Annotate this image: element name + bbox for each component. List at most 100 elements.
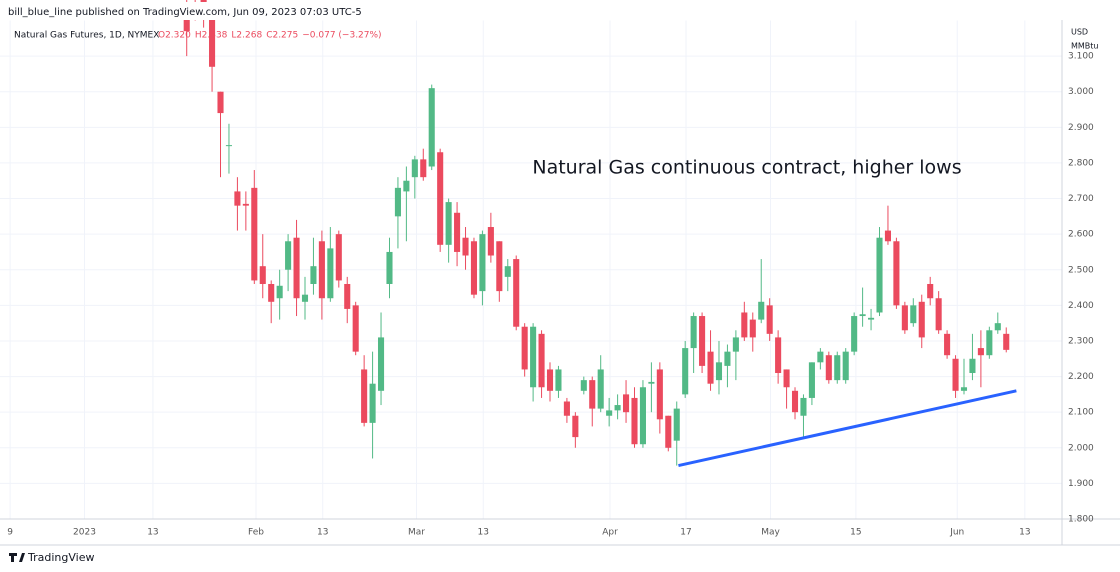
tv-logo [9, 553, 25, 562]
candle-body [969, 358, 976, 374]
x-tick-label: 13 [1019, 528, 1030, 538]
candle-body [944, 333, 951, 356]
candle-body [893, 241, 900, 306]
candle-body [783, 369, 790, 388]
candle-body [648, 381, 655, 384]
x-tick-label: 13 [147, 528, 158, 538]
y-tick-label: 2.500 [1068, 265, 1094, 275]
candle-body [521, 326, 528, 370]
candle-body [276, 285, 283, 299]
candle-body [791, 390, 799, 413]
candle-body [673, 408, 680, 441]
candle-body [420, 159, 427, 178]
candle-body [209, 13, 216, 67]
candle-body [377, 337, 385, 391]
candle-body [268, 283, 275, 302]
candle-body [386, 251, 393, 284]
candle-body [546, 369, 554, 391]
candle-body [927, 283, 934, 299]
candle-body [470, 241, 478, 295]
x-tick-label: 15 [850, 528, 861, 538]
candle-body [513, 259, 520, 327]
candle-body [935, 298, 942, 331]
candle-body [572, 415, 579, 438]
candle-body [859, 314, 866, 317]
candle-body [639, 387, 646, 445]
candle-body [580, 380, 587, 391]
candle-body [538, 333, 545, 388]
candle-body [285, 241, 292, 270]
y-tick-label: 2.800 [1068, 158, 1094, 168]
candle-body [825, 355, 832, 381]
candle-body [766, 305, 773, 334]
currency: USD [1071, 28, 1088, 37]
ohlc-value: O2.320 [158, 31, 191, 41]
candle-body [665, 415, 672, 448]
ohlc-value: L2.268 [231, 31, 262, 41]
candle-body [251, 187, 258, 281]
unit: MMBtu [1071, 42, 1099, 51]
ohlc-value: H2.338 [195, 31, 228, 41]
candle-body [901, 305, 908, 331]
y-tick-label: 3.100 [1068, 52, 1094, 62]
candle-body [352, 305, 359, 352]
candle-body [487, 227, 494, 256]
x-tick-label: 9 [7, 528, 13, 538]
y-tick-label: 1.900 [1068, 479, 1094, 489]
candle-body [293, 237, 300, 299]
candle-body [715, 362, 723, 381]
candle-body [952, 358, 959, 391]
candle-body [842, 351, 849, 381]
candle-body [327, 248, 334, 299]
y-tick-label: 3.000 [1068, 87, 1094, 97]
candle-body [876, 237, 883, 313]
header-bg [0, 2, 340, 20]
candle-body [960, 387, 968, 391]
y-tick-label: 2.700 [1068, 194, 1094, 204]
candle-body [682, 348, 689, 395]
candle-body [318, 241, 325, 299]
y-tick-label: 2.000 [1068, 443, 1094, 453]
candle-body [496, 241, 503, 292]
candle-body [403, 180, 410, 192]
candle-body [724, 351, 731, 366]
x-tick-label: 13 [478, 528, 489, 538]
candle-body [699, 316, 706, 366]
symbol-title: Natural Gas Futures, 1D, NYMEX [14, 31, 159, 41]
ohlc-value: C2.275 [266, 31, 298, 41]
candle-body [1003, 333, 1010, 350]
candle-body [758, 301, 765, 320]
candle-body [690, 316, 697, 349]
footer-brand: TradingView [27, 551, 94, 564]
publisher: bill_blue_line published on TradingView.… [8, 7, 362, 18]
candle-body [217, 91, 224, 114]
candle-body [310, 266, 317, 284]
candle-body [479, 234, 486, 292]
candle-body [623, 394, 630, 413]
candle-body [851, 316, 858, 352]
candle-body [530, 326, 537, 388]
x-tick-label: Jun [949, 528, 964, 538]
y-tick-label: 2.100 [1068, 408, 1094, 418]
x-tick-label: May [761, 528, 780, 538]
candle-body [741, 312, 748, 338]
annotation: Natural Gas continuous contract, higher … [532, 157, 961, 179]
y-tick-label: 2.400 [1068, 301, 1094, 311]
y-tick-label: 2.900 [1068, 123, 1094, 133]
candle-body [563, 401, 570, 416]
candle-body [800, 397, 807, 416]
x-tick-label: 2023 [73, 528, 96, 538]
ohlc-legend: O2.320 H2.338 L2.268 C2.275 −0.077 (−3.27%) [158, 31, 382, 41]
candle-body [301, 294, 309, 302]
candle-body [428, 88, 435, 167]
candle-body [445, 202, 452, 245]
x-tick-label: Apr [602, 528, 618, 538]
ohlc-value: −0.077 (−3.27%) [302, 31, 381, 41]
candle-body [504, 266, 511, 277]
candle-body [454, 212, 461, 252]
candle-body [606, 410, 613, 416]
candle-body [234, 191, 241, 206]
candle-body [977, 348, 984, 356]
candle-body [614, 405, 621, 411]
